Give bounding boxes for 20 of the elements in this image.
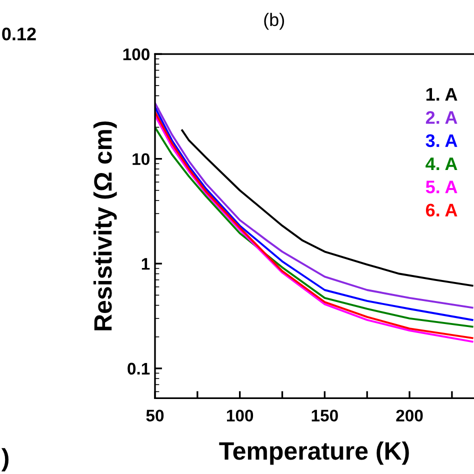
text: ) [1, 448, 9, 472]
text: 1. A [426, 88, 458, 101]
x-tick-label: 200 [396, 410, 423, 422]
y-tick-label: 0.1 [128, 362, 150, 375]
text: 0.12 [2, 28, 36, 40]
x-tick-label: 150 [312, 410, 338, 422]
x-tick-label: 50 [146, 410, 164, 422]
text: 6. A [426, 204, 458, 217]
text: 3. A [426, 134, 458, 148]
y-tick-label: 100 [123, 48, 150, 60]
text: 5. A [426, 180, 458, 194]
x-tick-label: 100 [226, 410, 254, 422]
y-tick-label: 1 [142, 258, 150, 270]
x-axis-title: Temperature (K) [219, 441, 409, 465]
text: 2. A [426, 111, 458, 124]
y-tick-label: 10 [132, 153, 150, 166]
chart-title: (b) [264, 12, 284, 30]
y-axis-title: Resistivity (Ω cm) [93, 121, 117, 330]
line-series [181, 129, 474, 287]
text: 4. A [426, 158, 458, 170]
